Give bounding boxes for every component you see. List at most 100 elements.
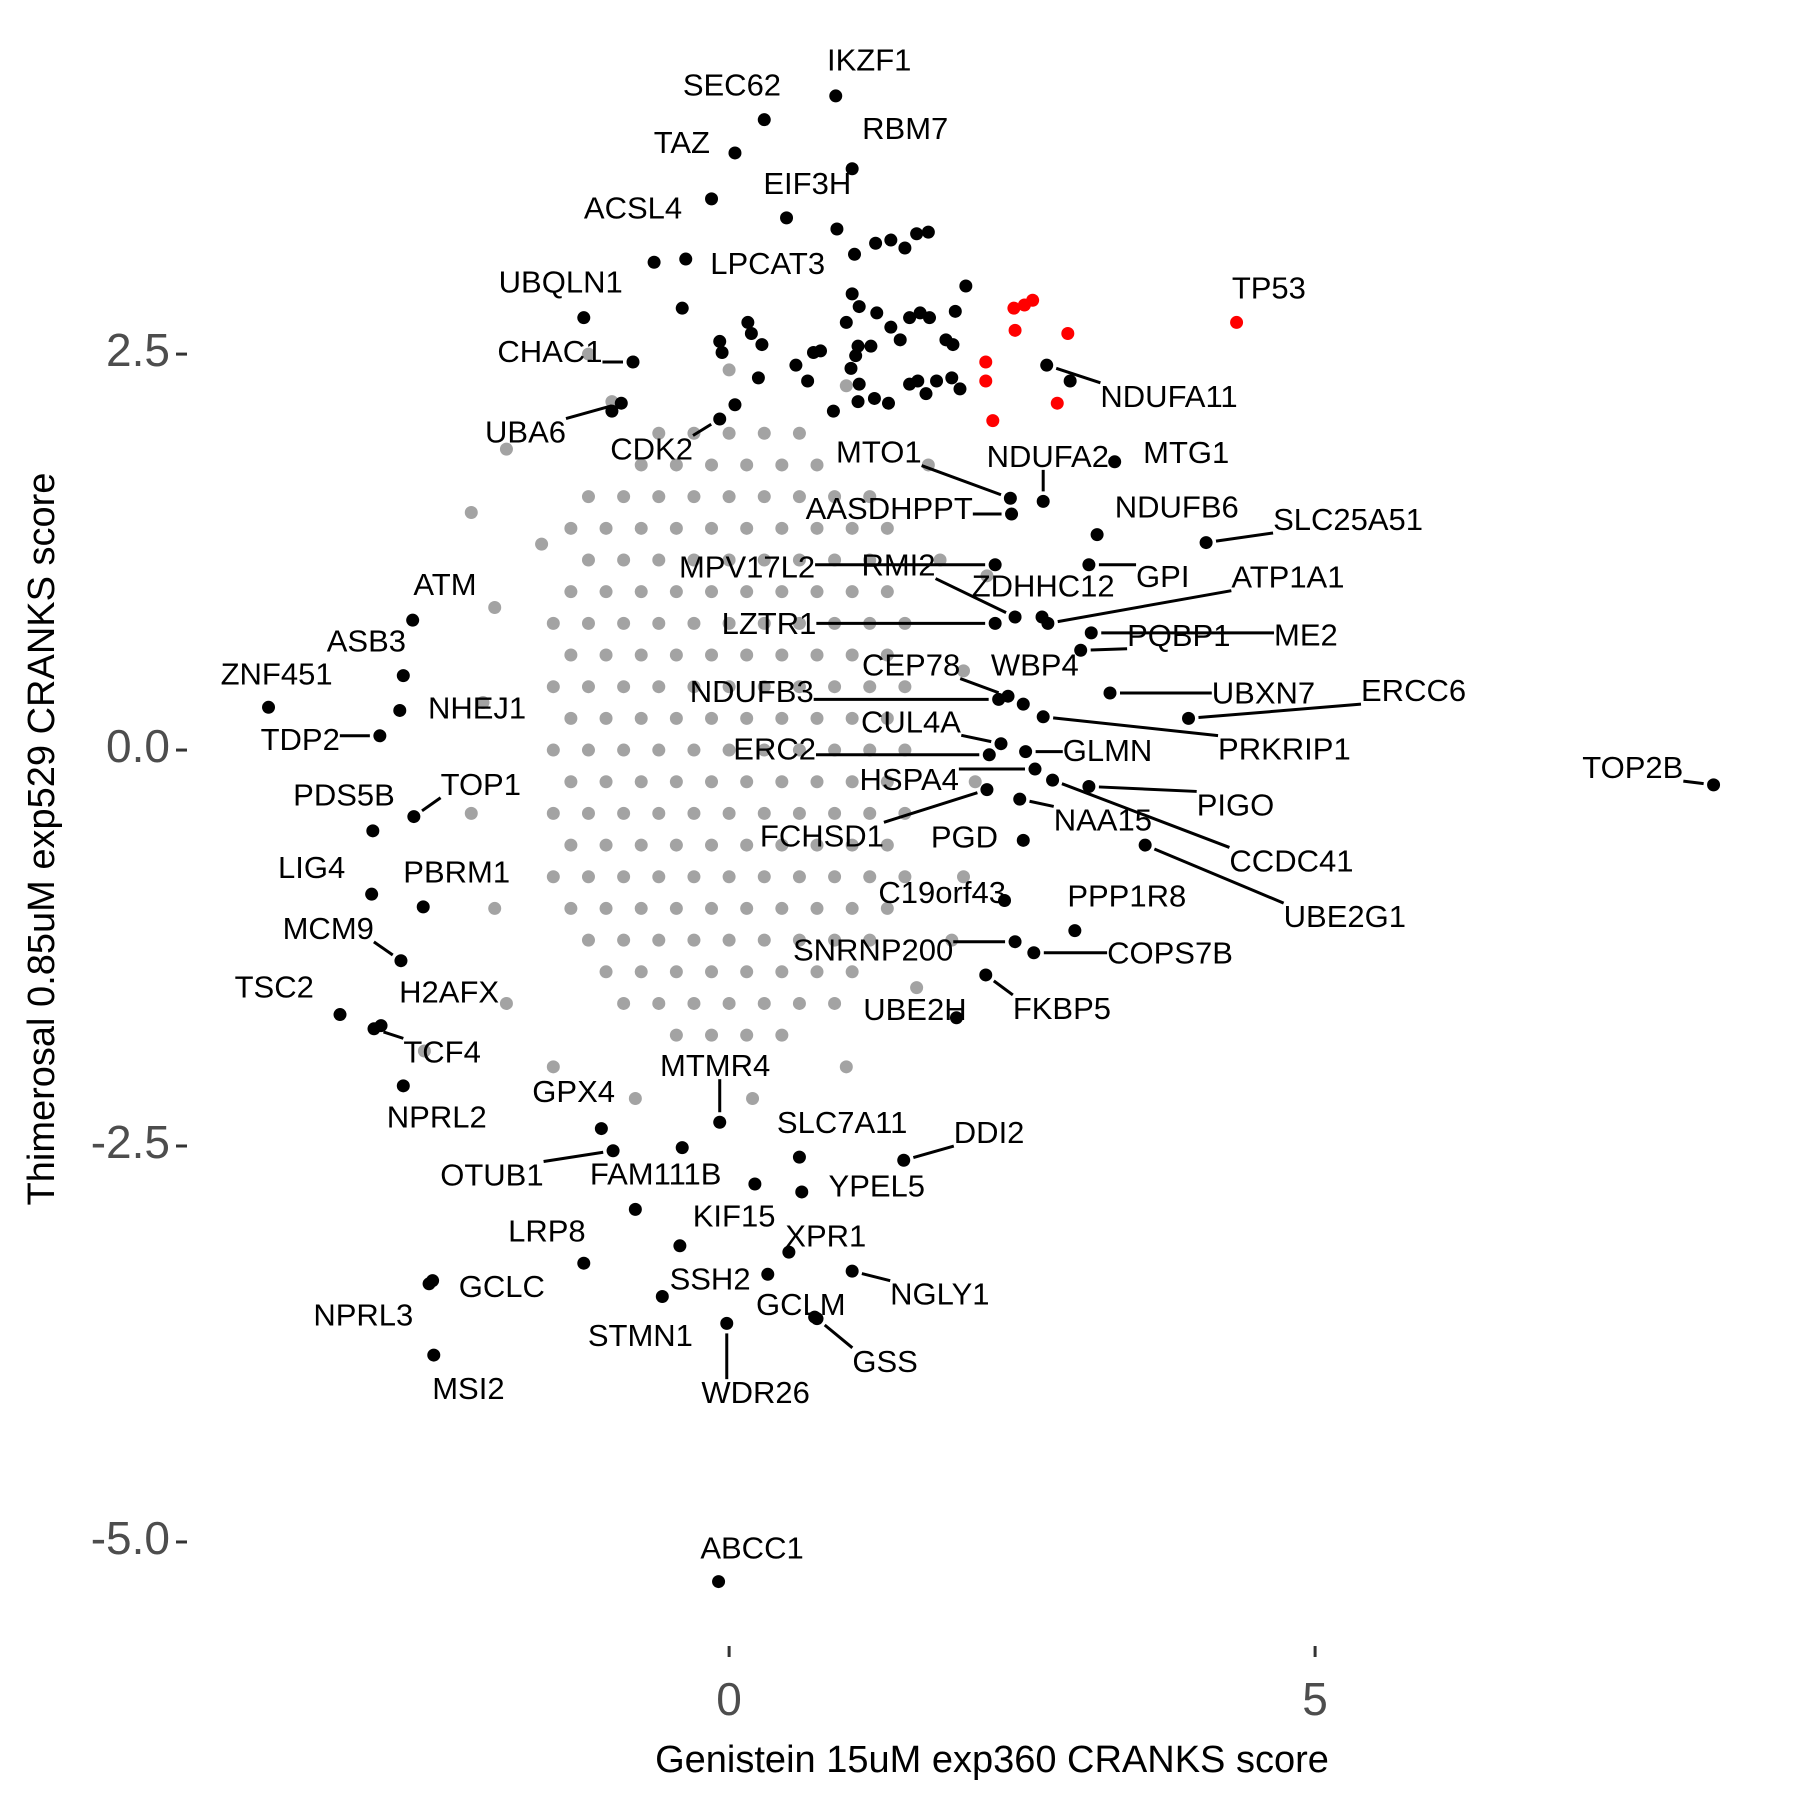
- point-label: NDUFA11: [1100, 379, 1237, 414]
- point: [728, 398, 742, 412]
- point: [652, 553, 666, 567]
- point: [705, 965, 719, 979]
- leader-line: [421, 796, 442, 813]
- point: [634, 775, 648, 789]
- point: [488, 601, 502, 615]
- point: [757, 553, 771, 567]
- point: [722, 996, 736, 1010]
- point: [792, 680, 806, 694]
- point-label: MTO1: [836, 435, 922, 470]
- point-label: TP53: [1232, 270, 1306, 305]
- point-label: ATM: [413, 567, 476, 602]
- point: [1103, 686, 1117, 700]
- point: [775, 965, 789, 979]
- point-label: NPRL2: [387, 1099, 487, 1134]
- point-label: UBE2H: [863, 992, 966, 1027]
- point: [792, 996, 806, 1010]
- point: [757, 933, 771, 947]
- point-label: H2AFX: [399, 975, 499, 1010]
- point: [792, 553, 806, 567]
- point: [617, 680, 631, 694]
- point-label: ERC2: [733, 732, 816, 767]
- point: [863, 933, 877, 947]
- point: [373, 729, 387, 743]
- leader-line: [934, 577, 1007, 615]
- point-label: OTUB1: [440, 1157, 543, 1192]
- point: [845, 711, 859, 725]
- point: [599, 965, 613, 979]
- point: [775, 838, 789, 852]
- point-label: TOP2B: [1582, 750, 1683, 785]
- point: [427, 1348, 441, 1362]
- leader-line: [383, 1030, 404, 1040]
- point: [863, 553, 877, 567]
- point: [775, 901, 789, 915]
- point-label: CDK2: [610, 432, 693, 467]
- point: [982, 748, 996, 762]
- point: [675, 301, 689, 315]
- point: [903, 311, 917, 325]
- point: [407, 810, 421, 824]
- leader-line: [1052, 716, 1219, 738]
- point: [634, 458, 648, 472]
- point: [594, 1122, 608, 1136]
- point-label: LIG4: [278, 850, 345, 885]
- point: [634, 521, 648, 535]
- point: [687, 996, 701, 1010]
- point-label: SLC25A51: [1273, 502, 1423, 537]
- point: [1036, 710, 1050, 724]
- point: [722, 680, 736, 694]
- point: [880, 775, 894, 789]
- point: [923, 311, 937, 325]
- point: [775, 458, 789, 472]
- point: [810, 648, 824, 662]
- point-label: SNRNP200: [793, 932, 953, 967]
- point: [792, 426, 806, 440]
- point: [849, 349, 863, 363]
- point: [880, 585, 894, 599]
- point-label: FCHSD1: [760, 818, 884, 853]
- point-label: DDI2: [954, 1115, 1025, 1150]
- point: [839, 1060, 853, 1074]
- point-label: ME2: [1274, 618, 1338, 653]
- point: [1036, 494, 1050, 508]
- point: [581, 933, 595, 947]
- point-label: GCLM: [756, 1287, 846, 1322]
- point: [687, 870, 701, 884]
- point-label: SEC62: [683, 68, 781, 103]
- point: [792, 743, 806, 757]
- point-label: MSI2: [432, 1371, 504, 1406]
- point: [634, 965, 648, 979]
- point: [722, 426, 736, 440]
- point: [980, 569, 994, 583]
- point: [712, 1575, 726, 1589]
- point: [535, 537, 549, 551]
- point: [652, 870, 666, 884]
- point: [845, 521, 859, 535]
- point-label: TCF4: [403, 1034, 481, 1069]
- point: [746, 1091, 760, 1105]
- point: [921, 225, 935, 239]
- point-label: LPCAT3: [710, 246, 825, 281]
- point: [863, 870, 877, 884]
- point: [705, 1028, 719, 1042]
- point: [599, 648, 613, 662]
- point: [775, 648, 789, 662]
- point: [606, 1144, 620, 1158]
- point: [577, 311, 591, 325]
- point: [564, 648, 578, 662]
- point: [679, 252, 693, 266]
- point: [1061, 327, 1075, 341]
- point: [757, 490, 771, 504]
- point: [546, 806, 560, 820]
- point: [910, 981, 924, 995]
- point-label: WBP4: [991, 647, 1079, 682]
- point: [722, 553, 736, 567]
- point: [546, 1060, 560, 1074]
- point: [673, 1239, 687, 1253]
- point: [599, 838, 613, 852]
- point: [810, 521, 824, 535]
- leader-line: [373, 940, 394, 957]
